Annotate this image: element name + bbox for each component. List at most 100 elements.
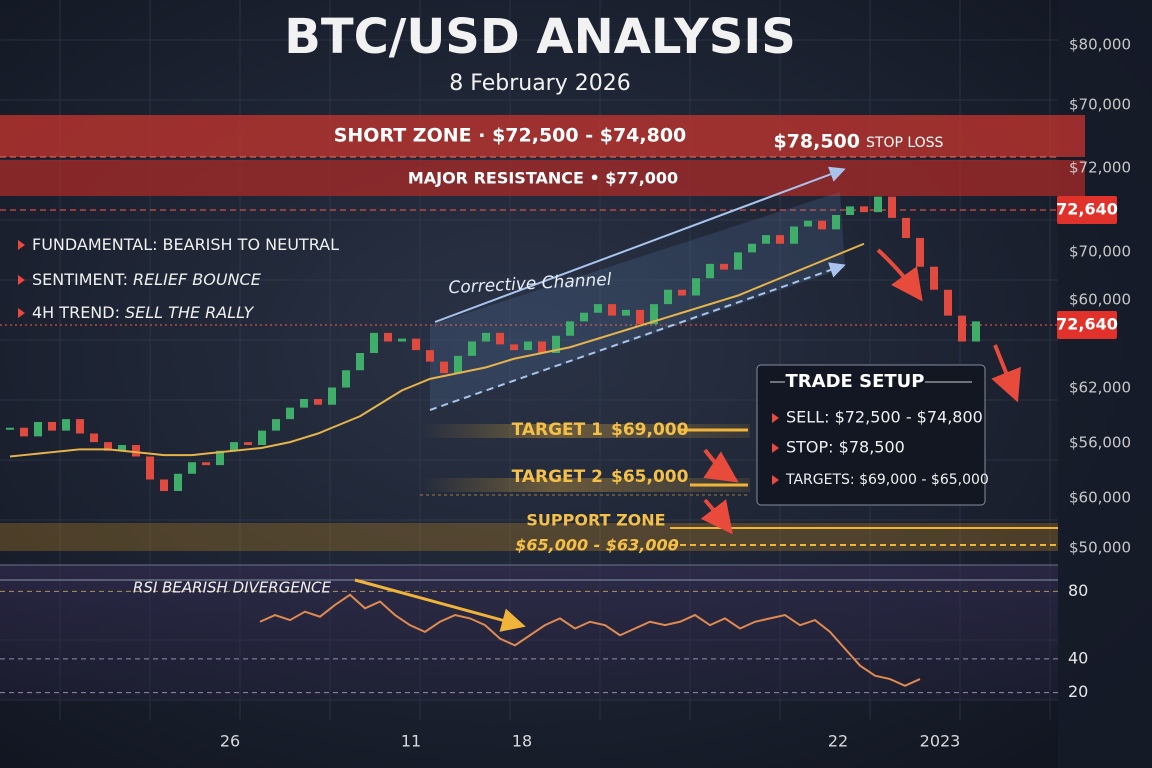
stop-label: STOP LOSS: [866, 135, 944, 151]
candle: [104, 442, 112, 451]
marks: [0, 196, 1058, 694]
candle: [958, 315, 966, 342]
candle: [846, 206, 854, 215]
target-price: $65,000: [611, 467, 689, 487]
price-badge-label: 72,640: [1056, 315, 1118, 334]
bullet-icon: [18, 240, 25, 250]
bullet-value: RELIEF BOUNCE: [133, 270, 262, 289]
target-band: [420, 478, 750, 492]
candle: [230, 442, 238, 451]
target-price: $69,000: [611, 420, 689, 440]
candle: [902, 217, 910, 238]
candle: [454, 355, 462, 374]
x-tick-label: 11: [401, 732, 421, 751]
candle: [930, 266, 938, 290]
resistance-band: [0, 160, 1085, 196]
bullet-icon: [772, 443, 779, 453]
candle: [524, 341, 532, 351]
candle: [720, 263, 728, 270]
x-tick-label: 26: [220, 732, 240, 751]
candle: [34, 422, 42, 437]
arrow: [991, 344, 1021, 403]
candle: [398, 338, 406, 342]
candle: [874, 196, 882, 213]
bullet-icon: [772, 475, 779, 485]
bullet-icon: [18, 275, 25, 285]
candle: [762, 235, 770, 244]
candle: [48, 422, 56, 431]
price-label: $62,000: [1069, 379, 1131, 397]
candle: [412, 338, 420, 351]
bullet-label: FUNDAMENTAL:: [32, 235, 158, 254]
support-label: SUPPORT ZONE: [526, 511, 665, 530]
candle: [832, 215, 840, 230]
candle: [258, 430, 266, 445]
candle: [146, 456, 154, 480]
price-label: $70,000: [1069, 243, 1131, 261]
bullet-icon: [18, 308, 25, 318]
arrow: [876, 248, 923, 302]
candle: [118, 445, 126, 451]
bullet: SENTIMENT: RELIEF BOUNCE: [32, 270, 262, 289]
candle: [314, 399, 322, 405]
price-label: $72,000: [1069, 159, 1131, 177]
x-tick-label: 2023: [920, 732, 961, 751]
candle: [272, 419, 280, 431]
candle: [440, 361, 448, 374]
candle: [916, 238, 924, 267]
arrow: [700, 498, 733, 535]
price-label: $56,000: [1069, 434, 1131, 452]
price-label: $60,000: [1069, 489, 1131, 507]
candle: [202, 462, 210, 466]
candle: [944, 289, 952, 316]
trade-setup-item: SELL: $72,500 - $74,800: [786, 408, 983, 427]
candle: [370, 332, 378, 353]
candle: [76, 419, 84, 434]
support-range: $65,000 - $63,000: [515, 536, 679, 555]
trade-setup-item: TARGETS: $69,000 - $65,000: [785, 472, 989, 488]
candle: [62, 419, 70, 431]
short-zone-label: SHORT ZONE · $72,500 - $74,800: [334, 125, 687, 147]
bullet-icon: [772, 413, 779, 423]
rsi-label: RSI BEARISH DIVERGENCE: [133, 579, 332, 597]
candle: [482, 332, 490, 342]
candle: [552, 335, 560, 353]
texts: 20 40 80 26 11 18 22 2023 $80,000 $70,000 $72,000 $…: [18, 9, 1131, 751]
target-label: TARGET 1 $69,000: [512, 420, 689, 440]
stop-price: $78,500: [773, 131, 860, 153]
candle: [510, 344, 518, 351]
candle: [776, 235, 784, 244]
price-label: $60,000: [1069, 291, 1131, 309]
candle: [678, 289, 686, 296]
candle: [174, 473, 182, 491]
channel-line: [434, 166, 846, 323]
candle: [342, 370, 350, 388]
bullet-label: 4H TREND:: [32, 303, 120, 322]
candle: [692, 278, 700, 296]
candle: [468, 341, 476, 356]
target-band: [420, 424, 750, 438]
candle: [818, 220, 826, 230]
candle: [888, 196, 896, 218]
trade-setup-box: [756, 364, 986, 506]
candle: [650, 304, 658, 325]
candle: [188, 462, 196, 474]
bullet-value: SELL THE RALLY: [125, 303, 255, 322]
candle: [622, 309, 630, 316]
candle: [804, 220, 812, 227]
candle: [286, 407, 294, 420]
candle: [860, 206, 868, 213]
candle: [790, 226, 798, 244]
resistance-label: MAJOR RESISTANCE • $77,000: [408, 169, 678, 188]
bullet: 4H TREND: SELL THE RALLY: [32, 303, 255, 322]
candle: [496, 332, 504, 345]
target-name: TARGET 2: [512, 467, 603, 487]
candle: [580, 312, 588, 322]
price-label: $80,000: [1069, 36, 1131, 54]
candle: [300, 399, 308, 408]
x-tick-label: 22: [828, 732, 848, 751]
price-label: $50,000: [1069, 539, 1131, 557]
trade-setup-title: TRADE SETUP: [786, 371, 925, 392]
candle: [426, 350, 434, 362]
channel-line: [429, 262, 846, 411]
